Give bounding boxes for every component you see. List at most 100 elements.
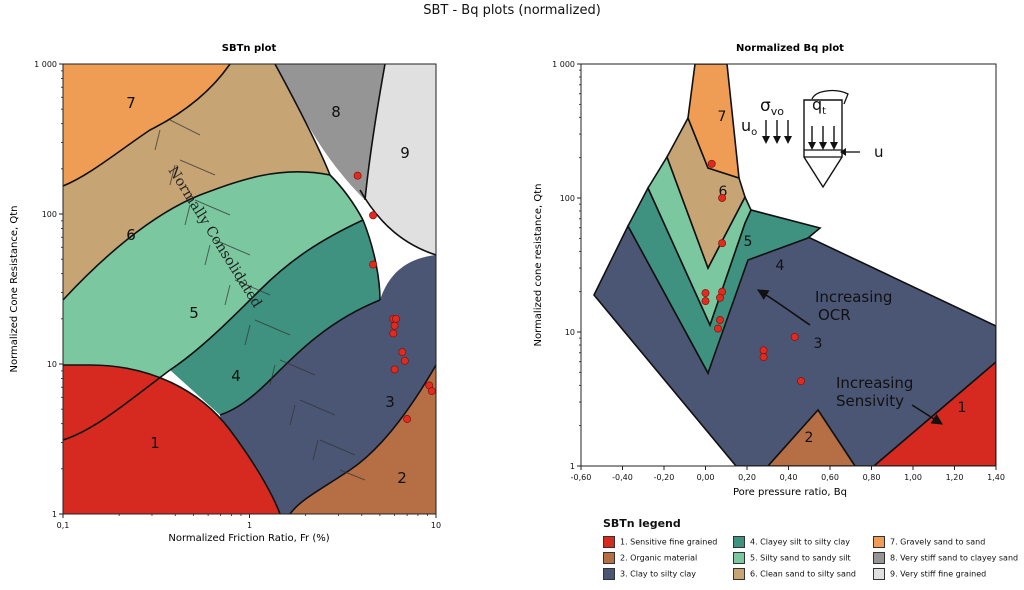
legend-swatch-8 <box>873 552 885 564</box>
left-data-point-8 <box>400 356 409 365</box>
legend-swatch-2 <box>603 552 615 564</box>
zone-7-region <box>63 64 230 186</box>
sensitivity-annotation: Increasing Sensivity <box>836 374 943 425</box>
left-chart-title: SBTn plot <box>222 43 277 54</box>
legend-swatch-9 <box>873 568 885 580</box>
legend-swatch-4 <box>733 536 745 548</box>
right-data-point-4 <box>701 289 710 298</box>
left-data-point-2 <box>369 260 378 269</box>
piezocone-inset-icon: uo σvo qt u <box>741 89 884 189</box>
inset-label-qt: qt <box>812 95 826 117</box>
legend-item-7: 7. Gravely sand to sand <box>873 536 985 548</box>
left-data-point-6 <box>389 329 398 338</box>
legend-label-3: 3. Clay to silty clay <box>620 569 697 579</box>
left-data-point-0 <box>353 171 362 180</box>
left-zone-label-2: 2 <box>397 469 407 487</box>
right-x-tick-label-8: 1,00 <box>904 473 922 482</box>
right-x-tick-label-10: 1,40 <box>987 473 1005 482</box>
legend: 1. Sensitive fine grained 2. Organic mate… <box>603 536 1023 584</box>
left-data-point-11 <box>427 387 436 396</box>
legend-label-9: 9. Very stiff fine grained <box>890 569 987 579</box>
inset-label-uo: uo <box>741 116 757 138</box>
zone-4-region <box>170 220 380 415</box>
right-data-point-10 <box>759 346 768 355</box>
right-data-point-0 <box>707 159 716 168</box>
sensitivity-arrow <box>911 404 943 425</box>
right-data-point-1 <box>718 194 727 202</box>
nc-hatch-band <box>154 119 366 481</box>
inset-pressure-arrows <box>765 120 789 138</box>
right-zone-label-4: 4 <box>776 258 785 274</box>
zone-8-region <box>275 64 385 200</box>
legend-label-7: 7. Gravely sand to sand <box>890 537 986 547</box>
left-data-points <box>353 171 436 423</box>
zone-6-region <box>63 64 330 300</box>
legend-swatch-7 <box>873 536 885 548</box>
legend-item-5: 5. Silty sand to sandy silt <box>733 552 851 564</box>
right-data-point-2 <box>718 239 727 248</box>
right-zone-label-2: 2 <box>805 430 814 446</box>
legend-label-8: 8. Very stiff sand to clayey sand <box>890 553 1019 563</box>
right-data-point-6 <box>716 293 724 302</box>
right-x-tick-label-4: 0,20 <box>738 473 756 482</box>
left-y-tick-label-3: 1 000 <box>34 60 57 69</box>
legend-item-1: 1. Sensitive fine grained <box>603 536 717 548</box>
right-x-tick-label-2: -0,20 <box>654 473 675 482</box>
inset-label-sigma: σvo <box>760 96 784 118</box>
right-y-axis-label: Normalized cone resistance, Qtn <box>533 184 544 347</box>
right-chart-title: Normalized Bq plot <box>736 43 844 54</box>
right-axes: -0,60 -0,40 -0,20 0,00 0,20 0,40 0,60 0,80 1,00 1… <box>552 60 1005 482</box>
right-data-point-7 <box>716 316 724 324</box>
right-data-point-8 <box>714 324 722 333</box>
legend-swatch-3 <box>603 568 615 580</box>
right-x-tick-label-0: -0,60 <box>571 473 592 482</box>
zone-2-region <box>290 365 436 514</box>
zone-3-region <box>220 255 436 514</box>
right-zone-label-5: 5 <box>744 234 753 250</box>
left-y-tick-label-1: 10 <box>47 360 57 369</box>
right-y-tick-label-0: 1 <box>570 462 575 471</box>
left-zone-label-1: 1 <box>150 434 160 452</box>
right-zone-label-7: 7 <box>718 109 727 125</box>
legend-label-2: 2. Organic material <box>620 553 698 563</box>
left-y-tick-label-0: 1 <box>52 510 57 519</box>
right-zone-labels: 1 2 3 4 5 6 7 <box>718 109 967 446</box>
legend-label-1: 1. Sensitive fine grained <box>620 537 718 547</box>
left-x-tick-label-0: 0,1 <box>57 521 70 530</box>
right-data-points <box>701 159 805 386</box>
left-x-tick-label-1: 1 <box>247 521 252 530</box>
legend-swatch-6 <box>733 568 745 580</box>
right-x-tick-label-9: 1,20 <box>946 473 964 482</box>
left-zone-label-8: 8 <box>331 103 341 121</box>
legend-item-3: 3. Clay to silty clay <box>603 568 696 580</box>
legend-title: SBTn legend <box>603 517 681 530</box>
left-y-tick-label-2: 100 <box>42 210 57 219</box>
left-data-point-12 <box>403 415 412 423</box>
right-x-axis-label: Pore pressure ratio, Bq <box>733 487 847 498</box>
left-data-point-9 <box>390 365 399 374</box>
left-zone-label-7: 7 <box>126 94 136 112</box>
left-zone-labels: 1 2 3 4 5 6 7 8 9 <box>126 94 410 487</box>
legend-item-4: 4. Clayey silt to silty clay <box>733 536 850 548</box>
legend-label-5: 5. Silty sand to sandy silt <box>750 553 851 563</box>
legend-swatch-1 <box>603 536 615 548</box>
right-zone-label-1: 1 <box>958 400 967 416</box>
right-data-point-5 <box>701 297 710 306</box>
left-zone-label-5: 5 <box>189 304 199 322</box>
left-zone-label-4: 4 <box>231 367 241 385</box>
ocr-arrow <box>757 289 811 326</box>
right-data-point-11 <box>759 353 768 362</box>
left-plot-area <box>63 64 436 514</box>
right-zone-label-6: 6 <box>719 184 728 200</box>
right-data-point-12 <box>797 377 805 386</box>
right-y-tick-label-2: 100 <box>560 194 575 203</box>
right-zone-2-region <box>766 408 856 466</box>
left-zone-label-3: 3 <box>385 393 395 411</box>
legend-item-6: 6. Clean sand to silty sand <box>733 568 856 580</box>
left-zone-label-9: 9 <box>400 144 410 162</box>
left-x-axis-label: Normalized Friction Ratio, Fr (%) <box>168 533 329 544</box>
right-x-tick-label-6: 0,60 <box>821 473 839 482</box>
right-zone-label-3: 3 <box>814 336 823 352</box>
left-data-point-7 <box>398 348 407 357</box>
